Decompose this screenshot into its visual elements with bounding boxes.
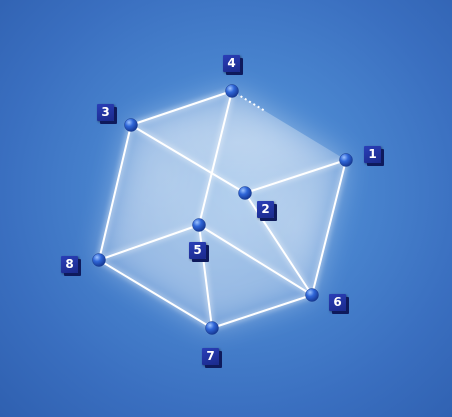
cube-edge-5-6 xyxy=(198,224,313,296)
cube-edge-2-6 xyxy=(244,192,313,296)
vertex-7 xyxy=(205,321,219,335)
vertex-label-7: 7 xyxy=(202,348,219,365)
vertex-1 xyxy=(339,153,353,167)
cube-edge-3-2 xyxy=(130,124,246,194)
cube-edge-4-5 xyxy=(198,90,233,226)
vertex-label-8: 8 xyxy=(61,256,78,273)
vertex-4 xyxy=(225,84,239,98)
cube-edge-2-1 xyxy=(244,159,347,194)
cube-edge-1-6 xyxy=(311,159,347,296)
cube-edge-8-5 xyxy=(98,224,200,261)
vertex-label-1: 1 xyxy=(364,146,381,163)
vertex-label-4: 4 xyxy=(223,55,240,72)
cube-edge-3-8 xyxy=(98,124,132,261)
vertex-2 xyxy=(238,186,252,200)
vertex-3 xyxy=(124,118,138,132)
vertex-label-3: 3 xyxy=(97,104,114,121)
cube-face xyxy=(199,91,346,295)
cube-edge-7-6 xyxy=(211,294,313,329)
cube-edge-3-4 xyxy=(130,90,233,126)
cube-face xyxy=(99,91,232,260)
vertex-6 xyxy=(305,288,319,302)
vertex-label-6: 6 xyxy=(329,294,346,311)
vertex-label-5: 5 xyxy=(189,242,206,259)
cube-edge-8-7 xyxy=(98,259,213,329)
vertex-label-2: 2 xyxy=(257,201,274,218)
vertex-8 xyxy=(92,253,106,267)
vertex-5 xyxy=(192,218,206,232)
